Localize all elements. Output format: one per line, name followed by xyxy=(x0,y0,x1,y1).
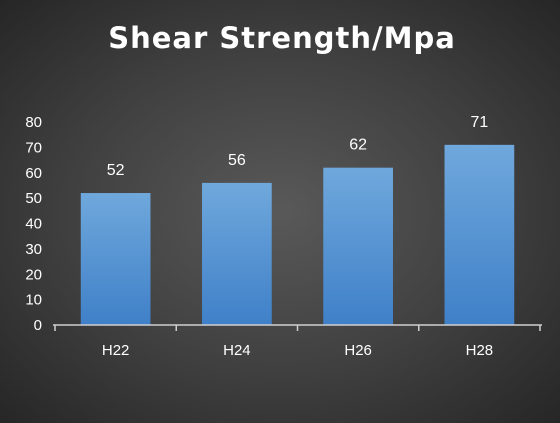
bar-h24 xyxy=(202,182,272,325)
x-tick-label: H24 xyxy=(223,342,251,359)
y-tick-label: 40 xyxy=(25,216,42,233)
data-label: 71 xyxy=(470,114,488,131)
y-tick-label: 60 xyxy=(25,165,42,182)
bar-h22 xyxy=(80,193,151,325)
bar-h28 xyxy=(444,144,515,325)
data-label: 62 xyxy=(349,137,367,154)
bars-group xyxy=(80,144,515,325)
data-label: 56 xyxy=(228,152,246,169)
x-tick-label: H22 xyxy=(102,342,130,359)
y-tick-label: 50 xyxy=(25,190,42,207)
y-tick-label: 0 xyxy=(34,317,42,334)
data-labels-group: 52 56 62 71 xyxy=(107,114,489,179)
y-axis: 0 10 20 30 40 50 60 70 80 xyxy=(25,114,42,334)
y-tick-label: 80 xyxy=(25,114,42,131)
y-tick-label: 30 xyxy=(25,241,42,258)
y-tick-label: 70 xyxy=(25,139,42,156)
bar-h26 xyxy=(323,167,393,325)
x-tick-label: H28 xyxy=(466,342,494,359)
data-label: 52 xyxy=(107,162,125,179)
x-tick-label: H26 xyxy=(344,342,372,359)
chart-title: Shear Strength/Mpa xyxy=(108,21,456,55)
y-tick-label: 20 xyxy=(25,266,42,283)
x-axis: H22 H24 H26 H28 xyxy=(53,324,542,359)
y-tick-label: 10 xyxy=(25,292,42,309)
